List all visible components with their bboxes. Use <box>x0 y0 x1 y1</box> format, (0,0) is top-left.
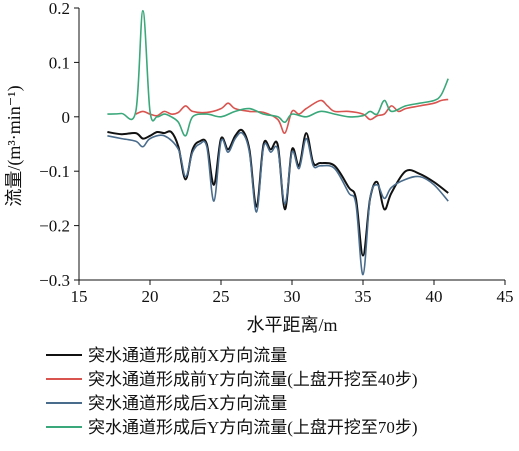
x-tick-label: 30 <box>284 287 301 306</box>
y-tick-label: 0.1 <box>49 53 70 72</box>
y-tick-label: −0.1 <box>39 162 70 181</box>
series-line-4 <box>107 9 449 137</box>
y-tick-label: 0 <box>62 108 71 127</box>
y-tick-label: −0.3 <box>39 271 70 290</box>
x-tick-label: 25 <box>213 287 230 306</box>
series-line-2 <box>135 98 449 134</box>
legend-label-2: 突水通道形成前Y方向流量(上盘开挖至40步) <box>88 370 418 389</box>
series-layer <box>107 9 449 276</box>
series-line-3 <box>107 131 449 276</box>
legend-label-1: 突水通道形成前X方向流量 <box>88 346 287 365</box>
x-tick-label: 45 <box>497 287 514 306</box>
y-tick-label: 0.2 <box>49 0 70 18</box>
y-axis-title: 流量/(m³·min⁻¹) <box>4 85 25 206</box>
axes: 15 20 25 30 35 40 45 −0.3 −0.2 −0.1 0 0.1 0.2 <box>39 0 513 306</box>
y-ticks: −0.3 −0.2 −0.1 0 0.1 0.2 <box>39 0 79 290</box>
x-tick-label: 20 <box>142 287 159 306</box>
y-tick-label: −0.2 <box>39 217 70 236</box>
x-tick-label: 15 <box>71 287 88 306</box>
legend-label-3: 突水通道形成后X方向流量 <box>88 394 287 413</box>
x-axis-title: 水平距离/m <box>246 315 337 335</box>
legend-label-4: 突水通道形成后Y方向流量(上盘开挖至70步) <box>88 418 418 437</box>
x-tick-label: 35 <box>355 287 372 306</box>
x-tick-label: 40 <box>426 287 443 306</box>
x-ticks: 15 20 25 30 35 40 45 <box>71 280 514 306</box>
